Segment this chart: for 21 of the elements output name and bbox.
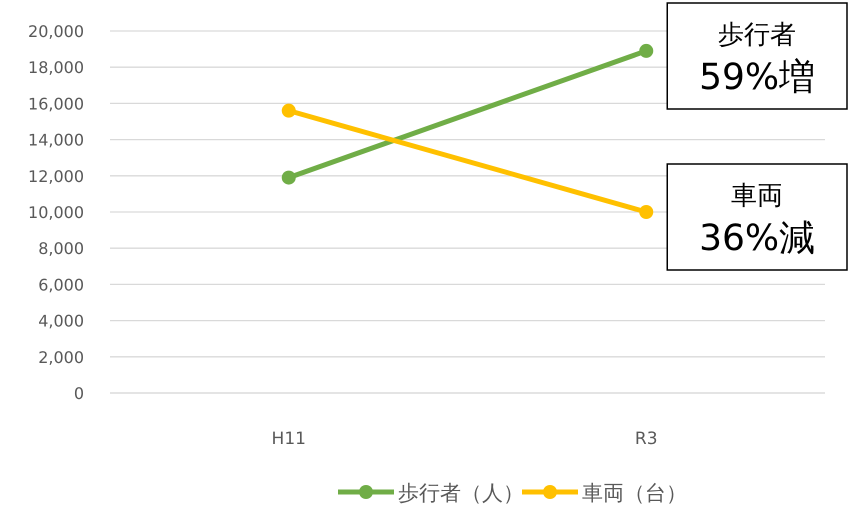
legend-label: 歩行者（人） — [398, 481, 524, 505]
point — [282, 170, 296, 185]
annotation: 歩行者 59%増 — [699, 20, 816, 98]
y-tick-label: 6,000 — [38, 275, 84, 294]
y-tick-label: 4,000 — [38, 312, 84, 331]
y-tick-label: 8,000 — [38, 239, 84, 258]
y-tick-label: 14,000 — [28, 130, 84, 150]
y-tick-label: 10,000 — [28, 203, 84, 222]
legend-label: 車両（台） — [582, 481, 687, 505]
y-tick-label: 20,000 — [28, 22, 84, 41]
y-tick-label: 18,000 — [28, 58, 84, 78]
point — [639, 205, 654, 219]
x-tick-label: H11 — [272, 429, 306, 449]
y-tick-label: 2,000 — [38, 348, 84, 367]
y-tick-label: 12,000 — [28, 166, 84, 186]
y-tick-label: 16,000 — [28, 94, 84, 114]
annotation: 車両 36%減 — [699, 181, 816, 259]
point — [639, 44, 654, 58]
point — [282, 104, 296, 118]
x-tick-label: R3 — [634, 429, 658, 449]
y-tick-label: 0 — [74, 384, 84, 403]
